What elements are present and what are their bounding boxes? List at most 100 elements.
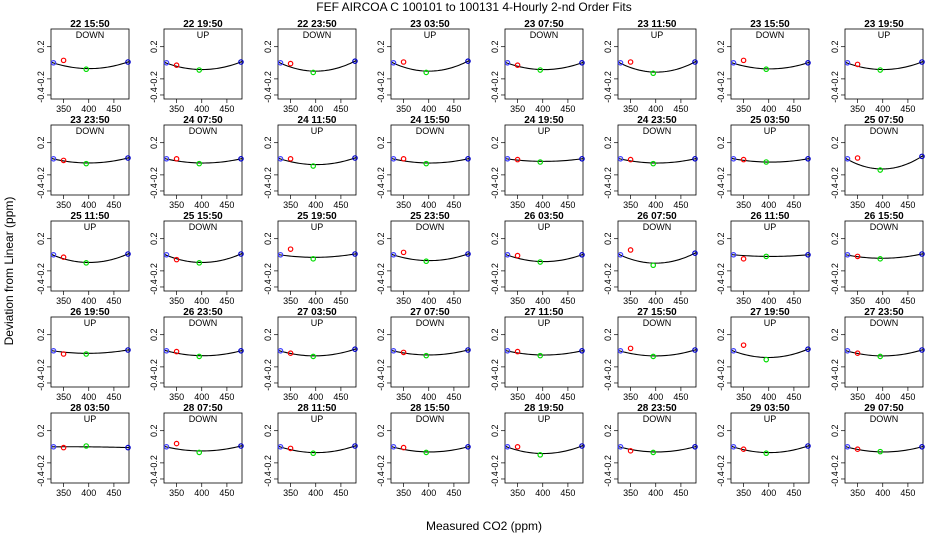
x-tick-label: 400 bbox=[308, 488, 323, 498]
y-tick-label: 0.2 bbox=[149, 424, 159, 437]
data-point bbox=[125, 59, 131, 65]
x-tick-label: 400 bbox=[81, 296, 96, 306]
y-tick-label: 0.2 bbox=[490, 232, 500, 245]
data-point bbox=[238, 347, 244, 354]
data-point bbox=[277, 251, 284, 258]
data-point bbox=[423, 352, 430, 359]
y-tick-label: 0.2 bbox=[830, 232, 840, 245]
y-tick-label: -0.4 bbox=[376, 471, 386, 487]
data-point bbox=[537, 452, 544, 458]
x-tick-label: 350 bbox=[510, 488, 525, 498]
x-tick-label: 350 bbox=[623, 488, 638, 498]
data-point bbox=[163, 251, 170, 258]
y-tick-label: -0.4 bbox=[376, 279, 386, 295]
x-tick-label: 400 bbox=[421, 296, 436, 306]
x-tick-label: 400 bbox=[194, 104, 209, 114]
data-point bbox=[692, 155, 698, 162]
y-tick-label: -0.2 bbox=[490, 359, 500, 375]
data-point bbox=[692, 250, 698, 256]
data-point bbox=[277, 443, 284, 450]
panel-time: 23 07:50 bbox=[524, 19, 564, 30]
data-point bbox=[627, 59, 634, 65]
y-tick-label: 0.2 bbox=[716, 232, 726, 245]
y-tick-label: 0.2 bbox=[263, 424, 273, 437]
data-point bbox=[514, 443, 521, 450]
y-tick-label: 0.2 bbox=[603, 328, 613, 341]
data-point bbox=[465, 58, 471, 64]
data-point bbox=[537, 352, 544, 359]
data-point bbox=[730, 59, 737, 66]
data-point bbox=[400, 249, 407, 256]
data-point bbox=[423, 258, 430, 265]
x-tick-label: 350 bbox=[169, 392, 184, 402]
data-point bbox=[50, 443, 57, 450]
data-point bbox=[617, 347, 624, 354]
panel-direction: DOWN bbox=[303, 30, 332, 40]
y-tick-label: -0.2 bbox=[830, 455, 840, 471]
data-point bbox=[692, 443, 698, 450]
data-point bbox=[163, 347, 170, 354]
fit-curve bbox=[844, 155, 924, 170]
panel-time: 29 07:50 bbox=[864, 403, 904, 414]
data-point bbox=[730, 347, 737, 354]
y-tick-label: -0.2 bbox=[376, 263, 386, 279]
data-point bbox=[763, 159, 770, 165]
x-tick-label: 350 bbox=[56, 392, 71, 402]
y-tick-label: 0.2 bbox=[263, 232, 273, 245]
data-point bbox=[627, 247, 634, 253]
data-point bbox=[730, 443, 737, 450]
fit-curve bbox=[844, 445, 924, 453]
y-tick-label: -0.4 bbox=[830, 183, 840, 199]
data-point bbox=[287, 155, 294, 162]
data-point bbox=[877, 256, 884, 262]
x-tick-label: 450 bbox=[786, 392, 801, 402]
data-point bbox=[877, 448, 884, 455]
data-point bbox=[50, 155, 57, 162]
y-tick-label: -0.2 bbox=[830, 359, 840, 375]
data-point bbox=[579, 59, 585, 66]
x-tick-label: 400 bbox=[81, 104, 96, 114]
x-tick-label: 400 bbox=[875, 200, 890, 210]
x-tick-label: 450 bbox=[900, 296, 915, 306]
data-point bbox=[400, 155, 407, 162]
y-tick-label: -0.2 bbox=[603, 71, 613, 87]
x-tick-label: 450 bbox=[560, 200, 575, 210]
y-tick-label: -0.2 bbox=[716, 455, 726, 471]
panel-direction: DOWN bbox=[870, 414, 899, 424]
x-tick-label: 450 bbox=[446, 200, 461, 210]
panel-time: 25 23:50 bbox=[410, 211, 450, 222]
x-tick-label: 350 bbox=[510, 392, 525, 402]
x-tick-label: 350 bbox=[736, 488, 751, 498]
data-point bbox=[310, 450, 317, 457]
panel-direction: DOWN bbox=[416, 126, 445, 136]
data-point bbox=[352, 58, 358, 64]
panel-time: 24 19:50 bbox=[524, 115, 564, 126]
x-tick-label: 450 bbox=[560, 296, 575, 306]
panel-time: 27 19:50 bbox=[750, 307, 790, 318]
fit-curve bbox=[617, 349, 697, 357]
y-tick-label: 0.2 bbox=[263, 136, 273, 149]
x-tick-label: 450 bbox=[333, 392, 348, 402]
y-tick-label: -0.2 bbox=[149, 71, 159, 87]
panel-time: 24 07:50 bbox=[183, 115, 223, 126]
panel-time: 28 19:50 bbox=[524, 403, 564, 414]
x-tick-label: 450 bbox=[560, 104, 575, 114]
x-tick-label: 450 bbox=[786, 104, 801, 114]
data-point bbox=[579, 347, 585, 354]
y-tick-label: -0.2 bbox=[490, 71, 500, 87]
data-point bbox=[740, 446, 747, 453]
data-point bbox=[740, 57, 747, 64]
data-point bbox=[352, 251, 358, 257]
y-tick-label: -0.2 bbox=[603, 167, 613, 183]
panel-time: 24 23:50 bbox=[637, 115, 677, 126]
x-tick-label: 450 bbox=[219, 392, 234, 402]
data-point bbox=[627, 345, 634, 352]
data-point bbox=[352, 346, 358, 352]
y-tick-label: 0.2 bbox=[830, 136, 840, 149]
x-tick-label: 450 bbox=[786, 488, 801, 498]
